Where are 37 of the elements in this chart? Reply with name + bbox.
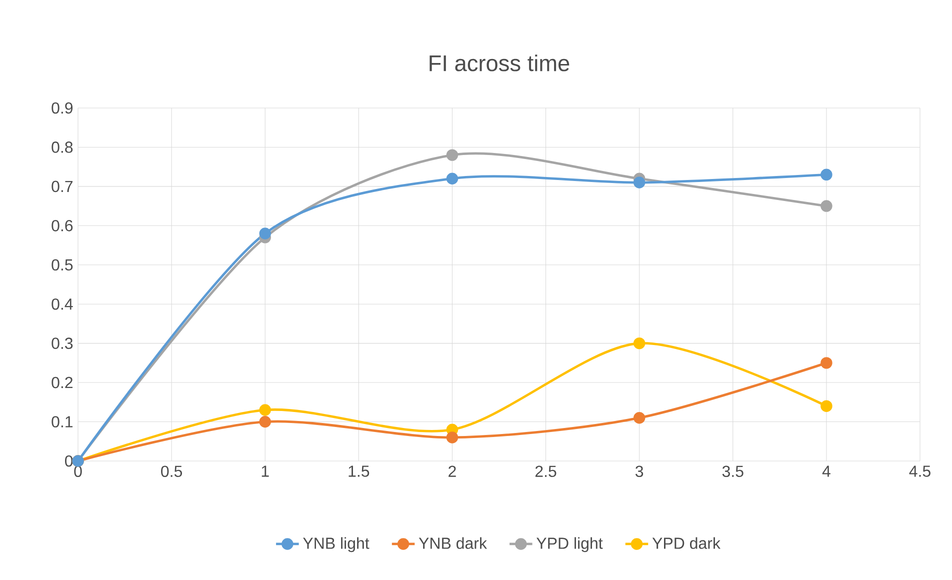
- point: [820, 200, 832, 212]
- x-tick-label: 3.5: [722, 466, 744, 478]
- y-tick-label: 0.6: [52, 220, 73, 232]
- x-tick-label: 1: [262, 466, 269, 477]
- point: [446, 172, 458, 184]
- y-tick-label: 0.5: [52, 259, 73, 271]
- chart-title: FI across time: [430, 54, 570, 72]
- y-tick-label: 0.3: [52, 338, 73, 349]
- x-tick-label: 4: [822, 466, 830, 477]
- y-tick-label: 0.4: [52, 298, 73, 310]
- x-tick-label: 3: [635, 466, 644, 478]
- x-tick-label: 4.5: [909, 466, 930, 477]
- point: [446, 149, 458, 161]
- point: [446, 432, 458, 444]
- point: [259, 416, 271, 428]
- point: [820, 400, 832, 412]
- x-tick-label: 2.5: [535, 466, 556, 478]
- y-tick-label: 0.1: [52, 416, 73, 428]
- x-tick-label: 1.5: [348, 466, 370, 477]
- point: [820, 168, 832, 181]
- point: [633, 412, 646, 424]
- point: [259, 228, 271, 240]
- point: [633, 176, 646, 188]
- x-tick-label: 2: [448, 466, 456, 477]
- y-tick-label: 0.8: [52, 142, 73, 153]
- point: [633, 337, 646, 350]
- point: [259, 404, 271, 416]
- legend-label: YPD dark: [652, 537, 720, 549]
- legend-label: YNB light: [303, 537, 370, 552]
- y-tick-label: 0.9: [52, 102, 73, 114]
- x-tick-label: 0.5: [161, 466, 182, 478]
- y-tick-label: 0: [65, 455, 73, 467]
- legend-label: YNB dark: [418, 537, 488, 549]
- y-tick-label: 0.2: [52, 376, 72, 388]
- legend-label: YPD light: [536, 537, 603, 552]
- point: [820, 357, 832, 369]
- y-tick-label: 0.7: [52, 180, 72, 192]
